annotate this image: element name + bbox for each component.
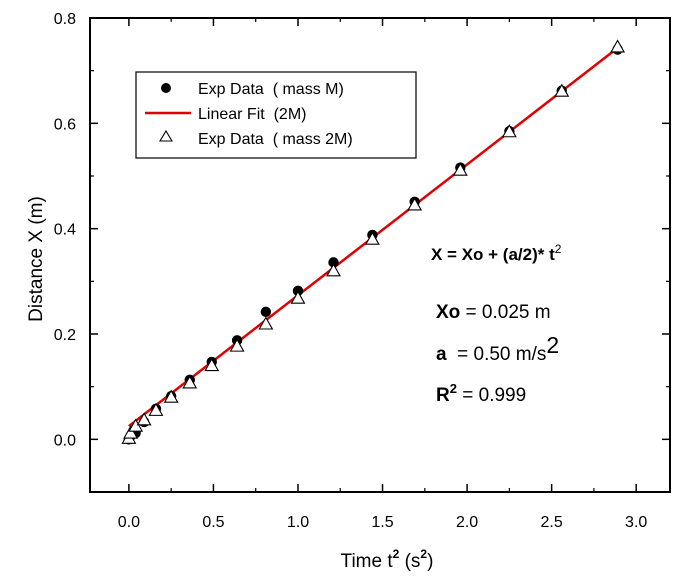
y-tick-label: 0.2	[54, 327, 76, 344]
data-point-mass-2m	[182, 375, 198, 389]
data-point-mass-2m	[407, 197, 423, 211]
x-tick-label: 1.5	[371, 514, 393, 531]
x-axis-title: Time t2 (s2)	[341, 547, 434, 572]
r2-value: = 0.999	[457, 385, 526, 406]
x-axis-title-unit-close: )	[427, 551, 433, 572]
xo-value: = 0.025 m	[460, 302, 550, 323]
data-point-mass-2m	[148, 402, 164, 416]
data-point-mass-2m	[610, 39, 626, 53]
y-tick-label: 0.0	[54, 432, 76, 449]
legend: Exp Data ( mass M) Linear Fit (2M) Exp D…	[135, 71, 417, 159]
r2-annotation: R2 = 0.999	[436, 381, 526, 406]
data-point-mass-2m	[136, 412, 152, 426]
data-point-mass-2m	[364, 231, 380, 245]
data-points	[121, 39, 626, 445]
y-tick-label: 0.8	[54, 11, 76, 28]
data-point-mass-2m	[554, 83, 570, 97]
y-tick-label: 0.6	[54, 116, 76, 133]
legend-marker-mass-2m	[159, 129, 173, 142]
tick-labels: 0.0 0.5 1.0 1.5 2.0 2.5 3.0 0.0 0.2 0.4 0.6 0.8	[54, 11, 648, 531]
r2-label: R	[436, 385, 450, 406]
legend-label-linear-fit: Linear Fit (2M)	[198, 106, 306, 123]
y-tick-label: 0.4	[54, 222, 76, 239]
x-axis-title-unit-exp: 2	[420, 547, 427, 561]
a-label: a	[436, 344, 447, 365]
a-annotation: a = 0.50 m/s2	[436, 332, 559, 365]
data-point-mass-2m	[123, 425, 139, 439]
x-tick-label: 2.5	[541, 514, 563, 531]
legend-label-mass-2m: Exp Data ( mass 2M)	[198, 131, 353, 148]
data-point-mass-2m	[290, 290, 306, 304]
legend-box	[135, 71, 417, 159]
data-point-mass-2m	[229, 338, 245, 352]
data-point-mass-2m	[258, 316, 274, 330]
xo-annotation: Xo = 0.025 m	[436, 302, 551, 323]
data-point-mass-m	[260, 306, 272, 318]
r2-exp: 2	[450, 381, 457, 396]
equation-text: X = Xo + (a/2)* t	[431, 245, 555, 264]
data-point-mass-m	[328, 257, 339, 268]
y-axis-title: Distance X (m)	[26, 196, 47, 322]
x-axis-title-exp: 2	[393, 547, 400, 561]
a-value: = 0.50 m/s	[447, 344, 547, 365]
x-tick-label: 0.0	[118, 514, 140, 531]
x-tick-label: 1.0	[287, 514, 309, 531]
xo-label: Xo	[436, 302, 460, 323]
equation-annotation: X = Xo + (a/2)* t2	[431, 242, 562, 264]
x-tick-label: 2.0	[456, 514, 478, 531]
x-tick-label: 3.0	[625, 514, 647, 531]
equation-exp: 2	[555, 242, 562, 256]
plot-frame	[89, 17, 671, 493]
legend-label-mass-m: Exp Data ( mass M)	[198, 81, 344, 98]
x-tick-label: 0.5	[202, 514, 224, 531]
x-axis-title-unit-open: (s	[399, 551, 420, 572]
data-point-mass-2m	[204, 357, 220, 372]
x-axis-title-base: Time t	[341, 551, 394, 572]
a-exp: 2	[546, 332, 559, 358]
data-point-mass-2m	[128, 418, 144, 432]
data-point-mass-2m	[326, 263, 341, 277]
legend-marker-mass-m	[161, 83, 171, 93]
data-point-mass-2m	[452, 162, 468, 176]
tick-marks	[90, 17, 670, 493]
data-point-mass-2m	[501, 124, 517, 138]
data-point-mass-2m	[163, 389, 179, 403]
